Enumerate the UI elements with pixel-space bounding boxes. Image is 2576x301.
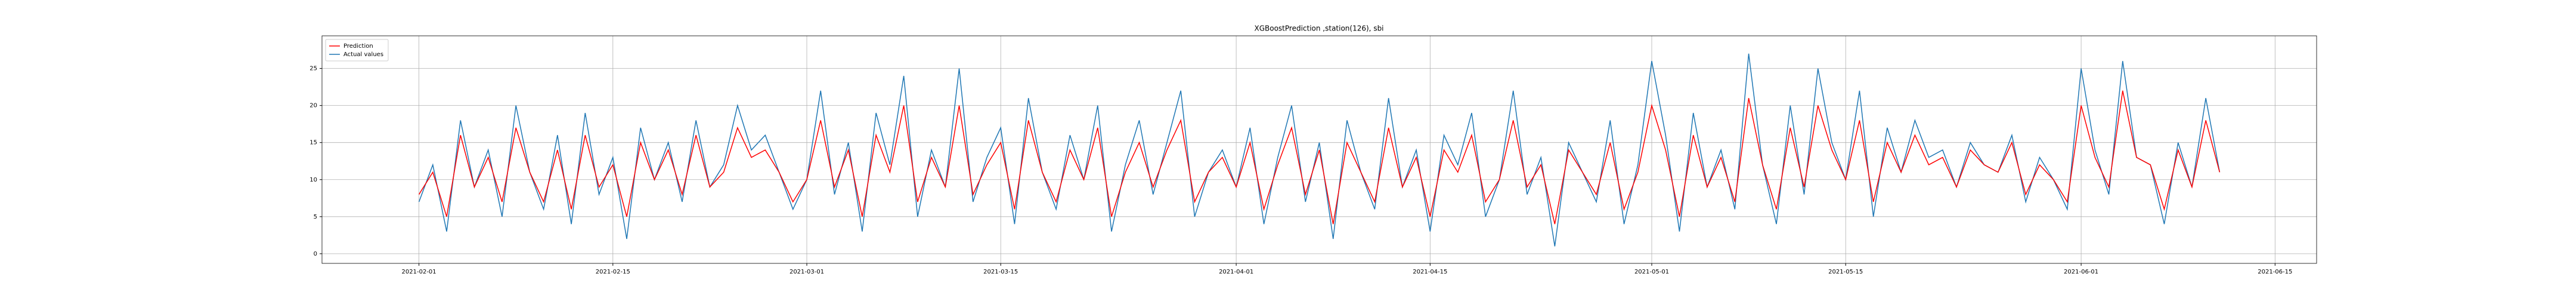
x-tick-label: 2021-02-01	[402, 269, 436, 275]
data-line	[418, 53, 2221, 247]
x-tick-label: 2021-05-15	[1828, 269, 1863, 275]
x-tick-label: 2021-03-01	[789, 269, 824, 275]
legend-box	[325, 39, 389, 62]
y-tick-label: 0	[314, 251, 317, 257]
x-tick-label: 2021-04-01	[1219, 269, 1253, 275]
x-tick-label: 2021-06-15	[2258, 269, 2292, 275]
legend-label: Prediction	[343, 43, 373, 50]
y-tick-label: 10	[309, 177, 317, 183]
plot-frame	[321, 35, 2317, 264]
x-tick-label: 2021-05-01	[1634, 269, 1669, 275]
data-line	[418, 90, 2221, 225]
x-tick-label: 2021-04-15	[1413, 269, 1447, 275]
legend-label: Actual values	[343, 51, 383, 58]
x-tick-label: 2021-03-15	[983, 269, 1018, 275]
y-tick-label: 20	[309, 103, 317, 109]
y-tick-label: 5	[314, 214, 317, 220]
x-tick-label: 2021-02-15	[596, 269, 630, 275]
y-tick-label: 15	[309, 140, 317, 146]
x-tick-label: 2021-06-01	[2064, 269, 2098, 275]
y-tick-label: 25	[309, 66, 317, 72]
chart-title: XGBoostPrediction ,station(126), sbi	[1254, 24, 1383, 33]
